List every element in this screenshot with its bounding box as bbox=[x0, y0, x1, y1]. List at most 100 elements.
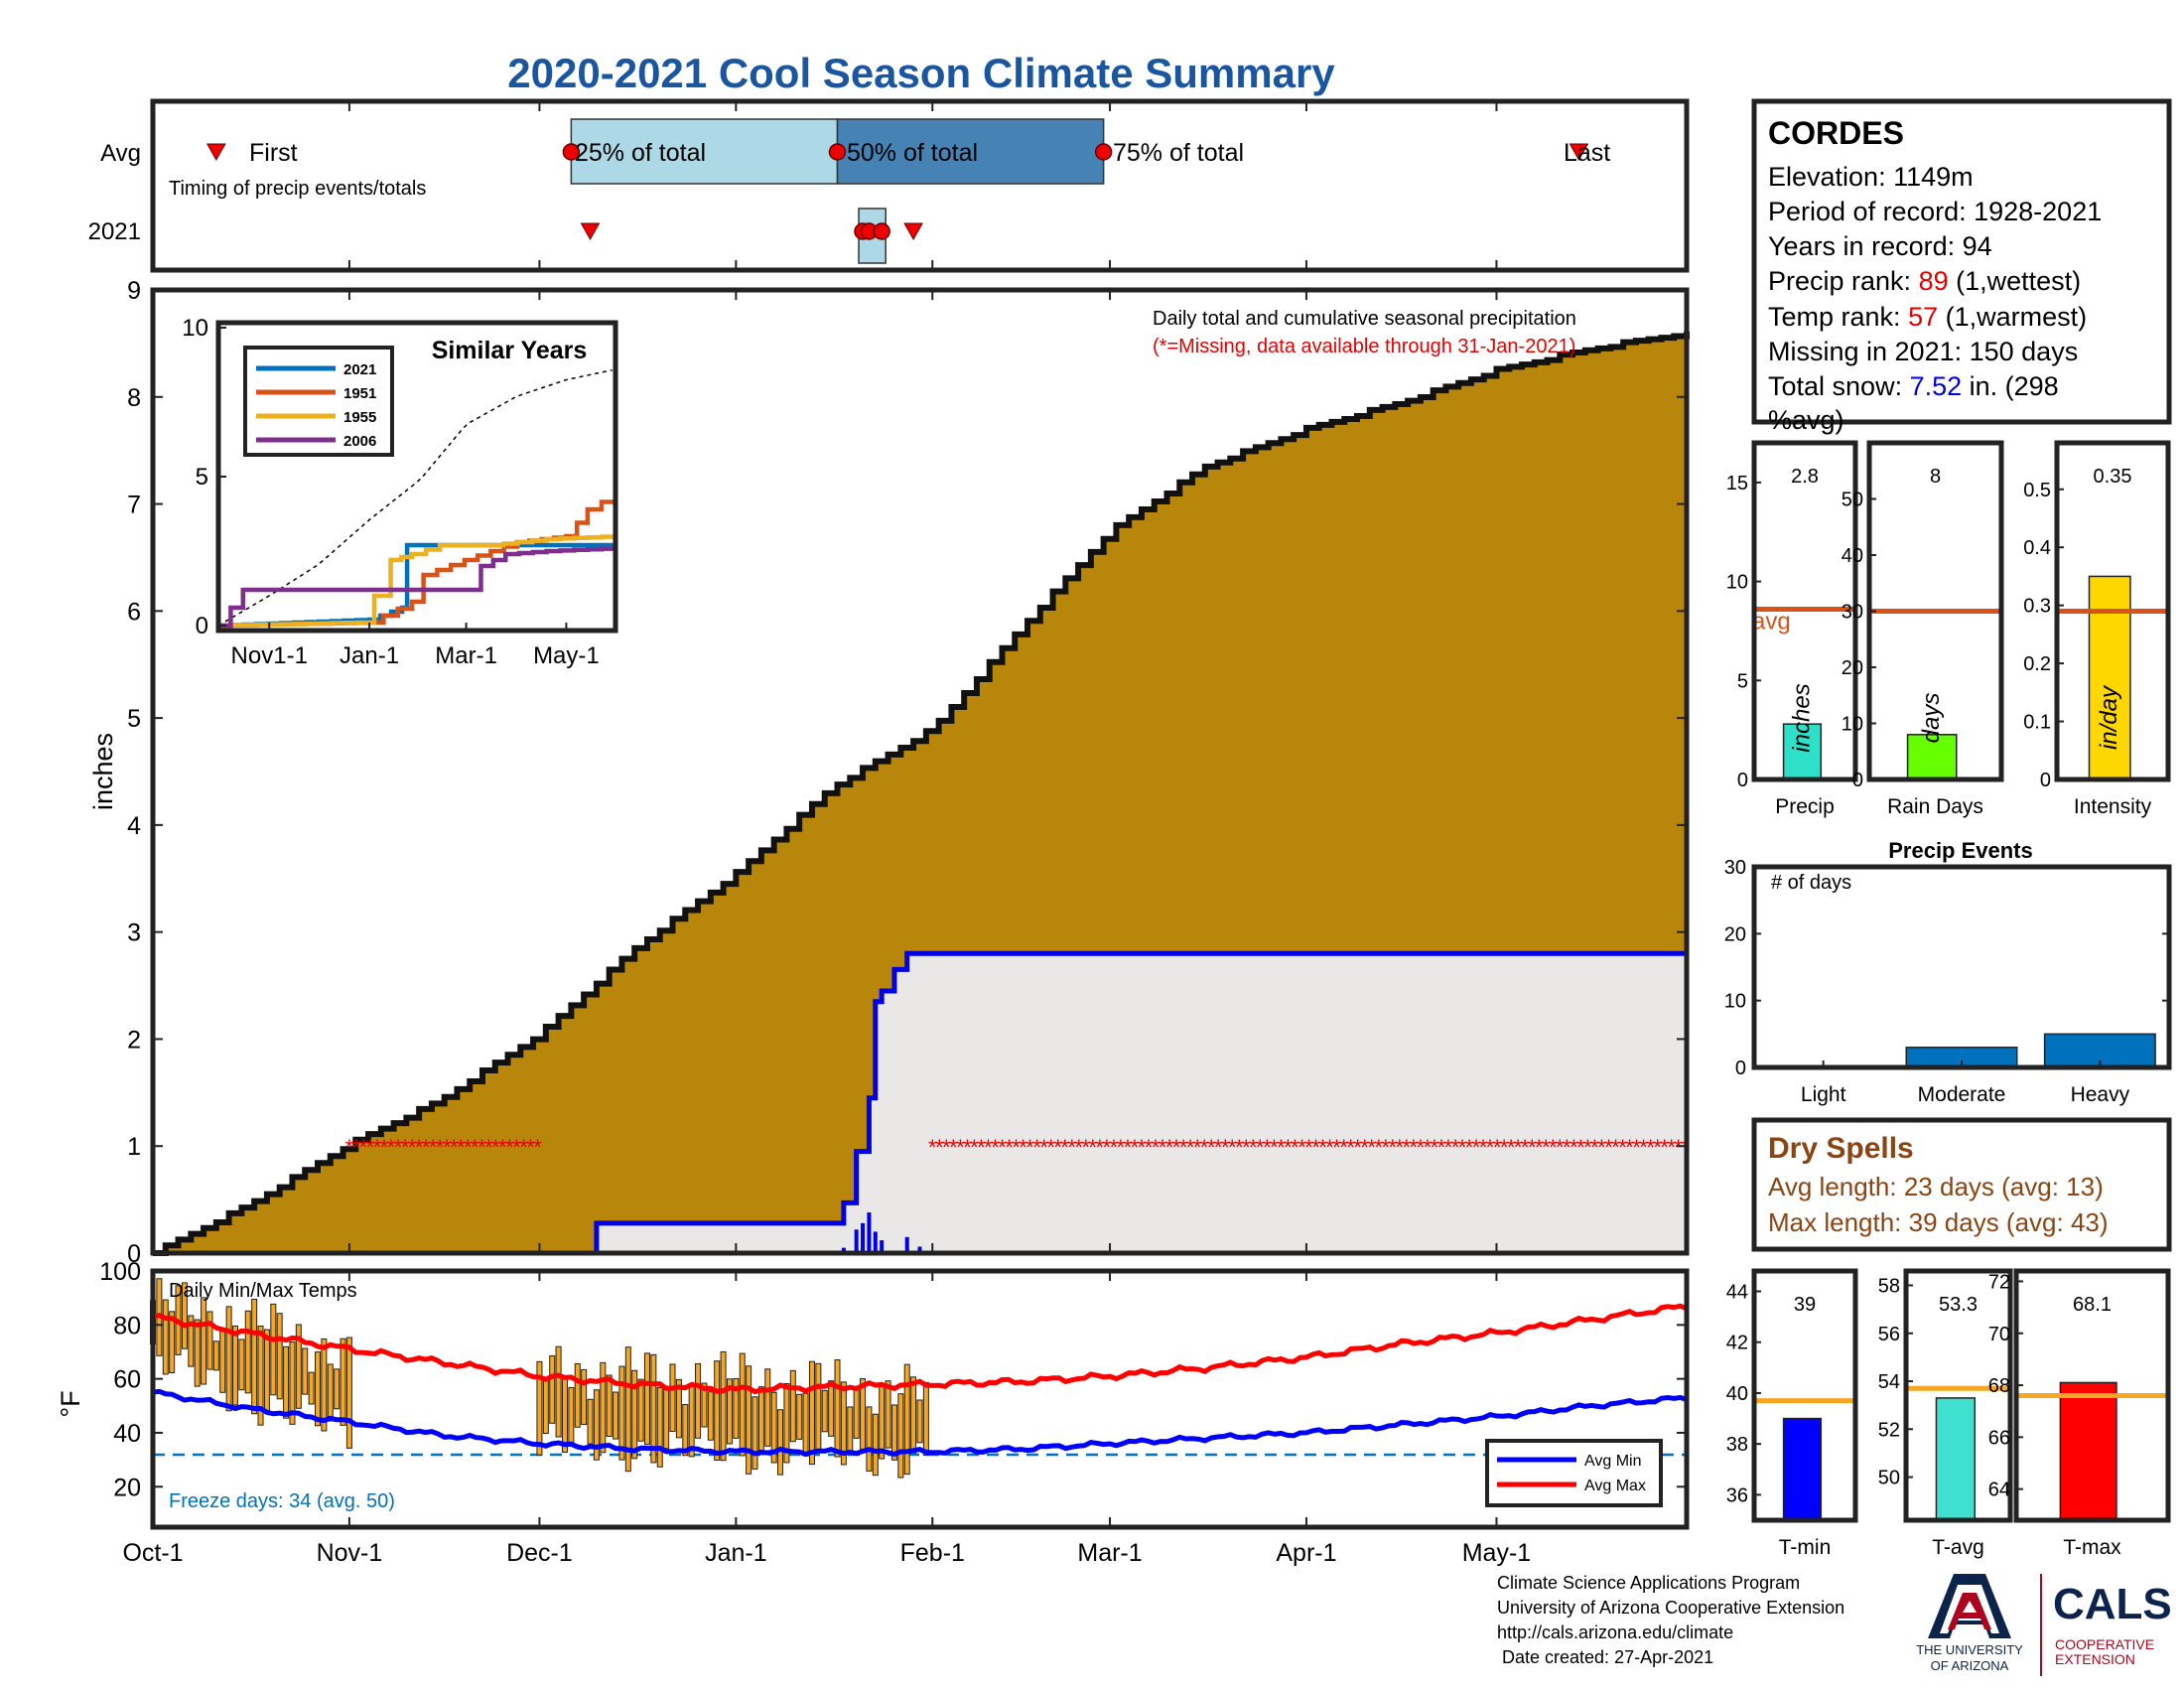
daily-temp-bar bbox=[726, 1378, 733, 1445]
missing-marker: * bbox=[1200, 1135, 1209, 1160]
missing-marker: * bbox=[478, 1135, 486, 1160]
daily-temp-bar bbox=[739, 1352, 746, 1457]
daily-precip-bar bbox=[867, 1212, 872, 1253]
missing-marker: * bbox=[1410, 1135, 1419, 1160]
temp-rank-value: 57 bbox=[1908, 302, 1938, 332]
missing-marker: * bbox=[1486, 1135, 1495, 1160]
daily-temp-bar bbox=[890, 1404, 897, 1461]
daily-temp-bar bbox=[866, 1406, 873, 1472]
main-ytick-label: 4 bbox=[127, 812, 141, 840]
missing-marker: * bbox=[1311, 1135, 1320, 1160]
daily-temp-bar bbox=[650, 1353, 657, 1464]
missing-marker: * bbox=[1667, 1135, 1676, 1160]
missing-marker: * bbox=[1604, 1135, 1613, 1160]
dry-spells-avg: Avg length: 23 days (avg: 13) bbox=[1768, 1172, 2104, 1201]
bar-panel-ytick-label: 40 bbox=[1726, 1383, 1748, 1405]
missing-marker: * bbox=[1096, 1135, 1105, 1160]
missing-marker: * bbox=[1145, 1135, 1154, 1160]
missing-marker: * bbox=[1597, 1135, 1606, 1160]
main-ytick-label: 2 bbox=[127, 1026, 141, 1054]
events-ytick-label: 10 bbox=[1724, 991, 1746, 1013]
main-ytick-label: 1 bbox=[127, 1133, 141, 1161]
bar-panel-bar bbox=[1935, 1397, 1977, 1521]
missing-marker: * bbox=[1646, 1135, 1655, 1160]
missing-marker: * bbox=[970, 1135, 979, 1160]
missing-marker: * bbox=[1507, 1135, 1516, 1160]
events-ytick-label: 20 bbox=[1724, 923, 1746, 945]
inset-ytick-label: 5 bbox=[196, 464, 208, 491]
legend-label-1951: 1951 bbox=[343, 385, 376, 402]
daily-temp-bar bbox=[815, 1362, 822, 1451]
daily-temp-bar bbox=[225, 1306, 232, 1412]
precip-rank-value: 89 bbox=[1919, 266, 1949, 296]
daily-temp-bar bbox=[574, 1362, 581, 1428]
bar-panel-value: 53.3 bbox=[1939, 1294, 1978, 1316]
missing-marker: * bbox=[471, 1135, 479, 1160]
daily-temp-bar bbox=[212, 1340, 219, 1371]
missing-data-markers: **************************** ************… bbox=[345, 1135, 1691, 1160]
missing-marker: * bbox=[387, 1135, 396, 1160]
missing-marker: * bbox=[1556, 1135, 1565, 1160]
timing-row-avg: Avg bbox=[100, 140, 141, 167]
inset-ytick-label: 0 bbox=[196, 613, 208, 639]
missing-marker: * bbox=[1576, 1135, 1585, 1160]
daily-temp-bar bbox=[181, 1282, 188, 1349]
credit-url[interactable]: http://cals.arizona.edu/climate bbox=[1497, 1622, 1734, 1642]
daily-temp-bar bbox=[828, 1380, 835, 1437]
station-elevation: Elevation: 1149m bbox=[1768, 162, 1974, 192]
daily-temp-bar bbox=[885, 1380, 891, 1449]
missing-marker: * bbox=[1159, 1135, 1167, 1160]
missing-marker: * bbox=[928, 1135, 937, 1160]
missing-marker: * bbox=[1117, 1135, 1126, 1160]
station-name: CORDES bbox=[1768, 115, 1904, 151]
missing-marker: * bbox=[1563, 1135, 1571, 1160]
temp-ytick-label: 100 bbox=[99, 1258, 141, 1286]
daily-temp-bar bbox=[568, 1386, 575, 1447]
cals-logo-text: CALS bbox=[2053, 1580, 2172, 1628]
missing-marker: * bbox=[1089, 1135, 1098, 1160]
daily-temp-bar bbox=[308, 1371, 315, 1405]
daily-temp-bar bbox=[783, 1382, 790, 1464]
daily-temp-bar bbox=[796, 1393, 803, 1440]
daily-temp-bar bbox=[613, 1391, 619, 1440]
bar-panel-ytick-label: 15 bbox=[1726, 473, 1748, 494]
temp-rank-suffix: (1,warmest) bbox=[1938, 302, 2087, 332]
daily-temp-bar bbox=[821, 1389, 828, 1433]
bar-panel-t-min: 39 36 38 40 42 44 T-min bbox=[1726, 1268, 1858, 1559]
missing-marker: * bbox=[1444, 1135, 1453, 1160]
missing-marker: * bbox=[1039, 1135, 1048, 1160]
daily-precip-bar bbox=[917, 1246, 922, 1253]
missing-marker: * bbox=[1318, 1135, 1327, 1160]
events-bars: Light Moderate Heavy 0 10 20 30 bbox=[1724, 857, 2169, 1106]
missing-marker: * bbox=[1131, 1135, 1140, 1160]
daily-temp-bar bbox=[219, 1328, 226, 1393]
temp-y-axis: 20 40 60 80 100 bbox=[99, 1258, 1687, 1501]
missing-marker: * bbox=[984, 1135, 993, 1160]
precip-panel: **************************** ************… bbox=[88, 277, 1690, 1268]
credit-date: Date created: 27-Apr-2021 bbox=[1497, 1647, 1714, 1667]
temp-ylabel: °F bbox=[56, 1390, 85, 1417]
daily-temp-bar bbox=[624, 1346, 631, 1473]
dry-spells-max: Max length: 39 days (avg: 43) bbox=[1768, 1207, 2109, 1237]
missing-marker: * bbox=[1653, 1135, 1662, 1160]
temp-ytick-label: 80 bbox=[113, 1312, 141, 1340]
events-category-label: Light bbox=[1801, 1083, 1846, 1106]
missing-marker: * bbox=[1025, 1135, 1034, 1160]
missing-marker: * bbox=[1388, 1135, 1397, 1160]
missing-marker: * bbox=[1403, 1135, 1412, 1160]
bar-panel-ytick-label: 70 bbox=[1988, 1324, 2010, 1345]
bar-panel-ytick-label: 30 bbox=[1842, 602, 1863, 624]
daily-temp-bar bbox=[600, 1361, 607, 1454]
missing-marker: * bbox=[1332, 1135, 1341, 1160]
daily-temp-bar bbox=[188, 1315, 195, 1367]
missing-marker: * bbox=[1249, 1135, 1258, 1160]
missing-marker: * bbox=[1570, 1135, 1578, 1160]
missing-marker: * bbox=[1528, 1135, 1537, 1160]
main-ytick-label: 5 bbox=[127, 705, 141, 733]
bar-panel-ytick-label: 64 bbox=[1988, 1480, 2010, 1501]
events-ylabel: # of days bbox=[1771, 872, 1851, 894]
daily-temp-bar bbox=[581, 1368, 588, 1426]
missing-marker: * bbox=[1165, 1135, 1174, 1160]
missing-marker: * bbox=[505, 1135, 514, 1160]
bar-panel-ytick-label: 56 bbox=[1878, 1324, 1900, 1345]
